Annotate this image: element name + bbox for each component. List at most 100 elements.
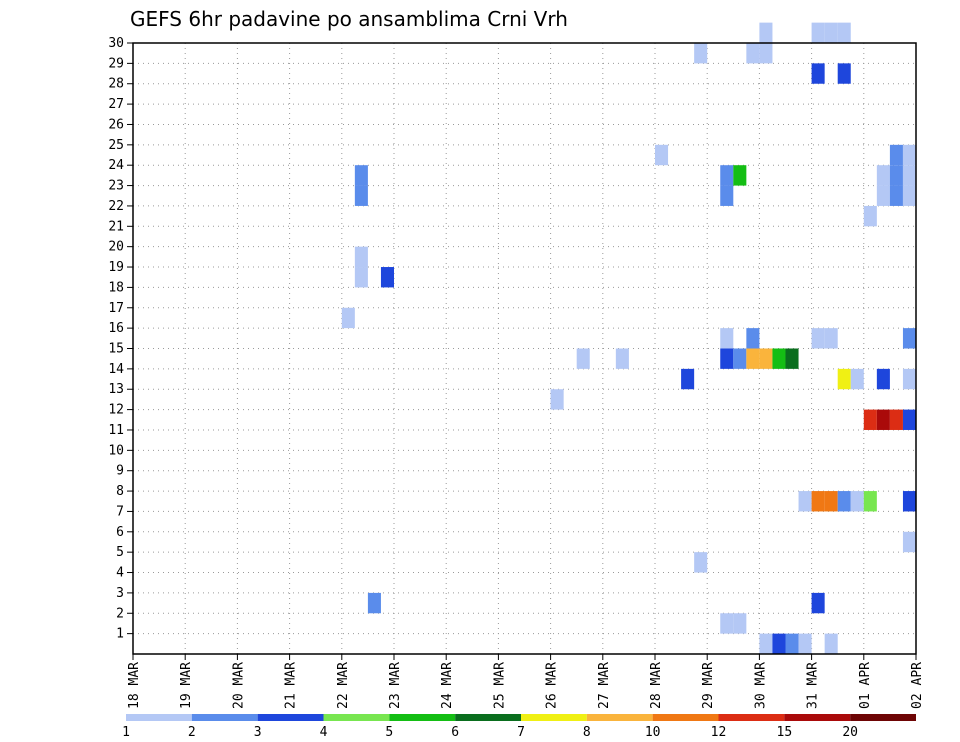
precip-cell: [863, 491, 877, 512]
y-tick-label: 9: [116, 464, 124, 479]
legend-label: 12: [711, 725, 727, 740]
precip-cell: [733, 613, 747, 634]
precip-cell: [785, 633, 799, 654]
precip-cell: [902, 368, 916, 390]
x-tick-label: 18 MAR: [127, 662, 142, 709]
x-tick-label: 23 MAR: [388, 662, 403, 709]
precip-cell: [902, 409, 916, 430]
y-tick-label: 28: [108, 77, 124, 92]
precip-cell: [733, 348, 747, 369]
precip-cell: [837, 63, 851, 84]
precip-cell: [746, 348, 760, 369]
y-tick-label: 16: [108, 321, 124, 336]
legend-swatch: [191, 714, 258, 721]
y-tick-label: 3: [116, 586, 124, 601]
x-tick-label: 28 MAR: [649, 662, 664, 709]
precip-cell: [759, 348, 773, 369]
y-tick-label: 7: [116, 504, 124, 519]
y-tick-label: 22: [108, 199, 124, 214]
y-tick-label: 20: [108, 240, 124, 255]
legend-label: 7: [517, 725, 525, 740]
y-tick-label: 12: [108, 403, 124, 418]
legend-swatch: [126, 714, 192, 721]
precip-cell: [720, 613, 734, 634]
legend-swatch: [850, 714, 916, 721]
x-tick-label: 02 APR: [910, 662, 925, 709]
x-tick-label: 31 MAR: [806, 662, 821, 709]
precip-cell: [889, 409, 903, 430]
precip-cell: [341, 307, 355, 329]
precip-cell: [824, 22, 838, 43]
legend-swatch: [718, 714, 785, 721]
x-tick-label: 21 MAR: [284, 662, 299, 709]
x-tick-label: 26 MAR: [545, 662, 560, 709]
precip-cell: [798, 491, 812, 512]
precip-cell: [902, 491, 916, 512]
precip-cell: [772, 633, 786, 654]
y-tick-label: 29: [108, 56, 124, 71]
x-tick-label: 25 MAR: [492, 662, 507, 709]
y-tick-label: 24: [108, 158, 124, 173]
precip-cell: [837, 22, 851, 43]
precip-cell: [576, 348, 590, 369]
precip-cell: [863, 409, 877, 430]
precip-cell: [837, 491, 851, 512]
legend-label: 3: [254, 725, 262, 740]
y-tick-label: 1: [116, 627, 124, 642]
precip-cell: [889, 144, 903, 166]
precip-cell: [850, 491, 864, 512]
precip-cell: [811, 63, 825, 84]
color-legend: 1 2 3 4 5 6 7 8 10 12 15 20: [122, 714, 916, 740]
y-tick-label: 4: [116, 566, 124, 581]
legend-swatch: [652, 714, 719, 721]
precip-cell: [902, 144, 916, 166]
precip-cell: [902, 328, 916, 349]
legend-label: 4: [320, 725, 328, 740]
legend-swatch: [389, 714, 456, 721]
legend-swatch: [323, 714, 390, 721]
precip-cell: [367, 592, 381, 614]
legend-label: 10: [645, 725, 661, 740]
y-tick-label: 14: [108, 362, 124, 377]
legend-label: 20: [842, 725, 858, 740]
legend-swatch: [521, 714, 587, 721]
precip-cell: [615, 348, 629, 369]
x-tick-label: 19 MAR: [179, 662, 194, 709]
precip-cell: [354, 246, 368, 268]
legend-swatch: [784, 714, 851, 721]
precip-cell: [681, 368, 695, 390]
precip-cell: [837, 368, 851, 390]
precip-cell: [863, 205, 877, 227]
precip-cell: [811, 592, 825, 614]
precip-cell: [354, 185, 368, 206]
precip-cell: [759, 22, 773, 43]
y-tick-label: 30: [108, 36, 124, 51]
y-tick-label: 23: [108, 179, 124, 194]
legend-label: 6: [451, 725, 459, 740]
precip-cell: [655, 144, 669, 166]
precip-cell: [759, 43, 773, 64]
y-tick-label: 27: [108, 97, 124, 112]
precip-cell: [876, 368, 890, 390]
precip-cell: [889, 185, 903, 206]
legend-label: 2: [188, 725, 196, 740]
precip-cell: [889, 165, 903, 186]
precip-cell: [876, 165, 890, 186]
precip-cell: [746, 328, 760, 349]
precip-cell: [380, 267, 394, 288]
precip-cell: [811, 22, 825, 43]
precip-cell: [720, 328, 734, 349]
legend-label: 15: [777, 725, 793, 740]
y-tick-label: 6: [116, 525, 124, 540]
y-tick-label: 17: [108, 301, 124, 316]
precip-cell: [824, 633, 838, 654]
x-tick-label: 01 APR: [858, 662, 873, 709]
precip-cell: [902, 531, 916, 553]
x-tick-label: 22 MAR: [336, 662, 351, 709]
y-tick-label: 26: [108, 117, 124, 132]
precip-cell: [811, 491, 825, 512]
y-tick-label: 25: [108, 138, 124, 153]
precip-cell: [876, 185, 890, 206]
precip-cell: [733, 165, 747, 186]
